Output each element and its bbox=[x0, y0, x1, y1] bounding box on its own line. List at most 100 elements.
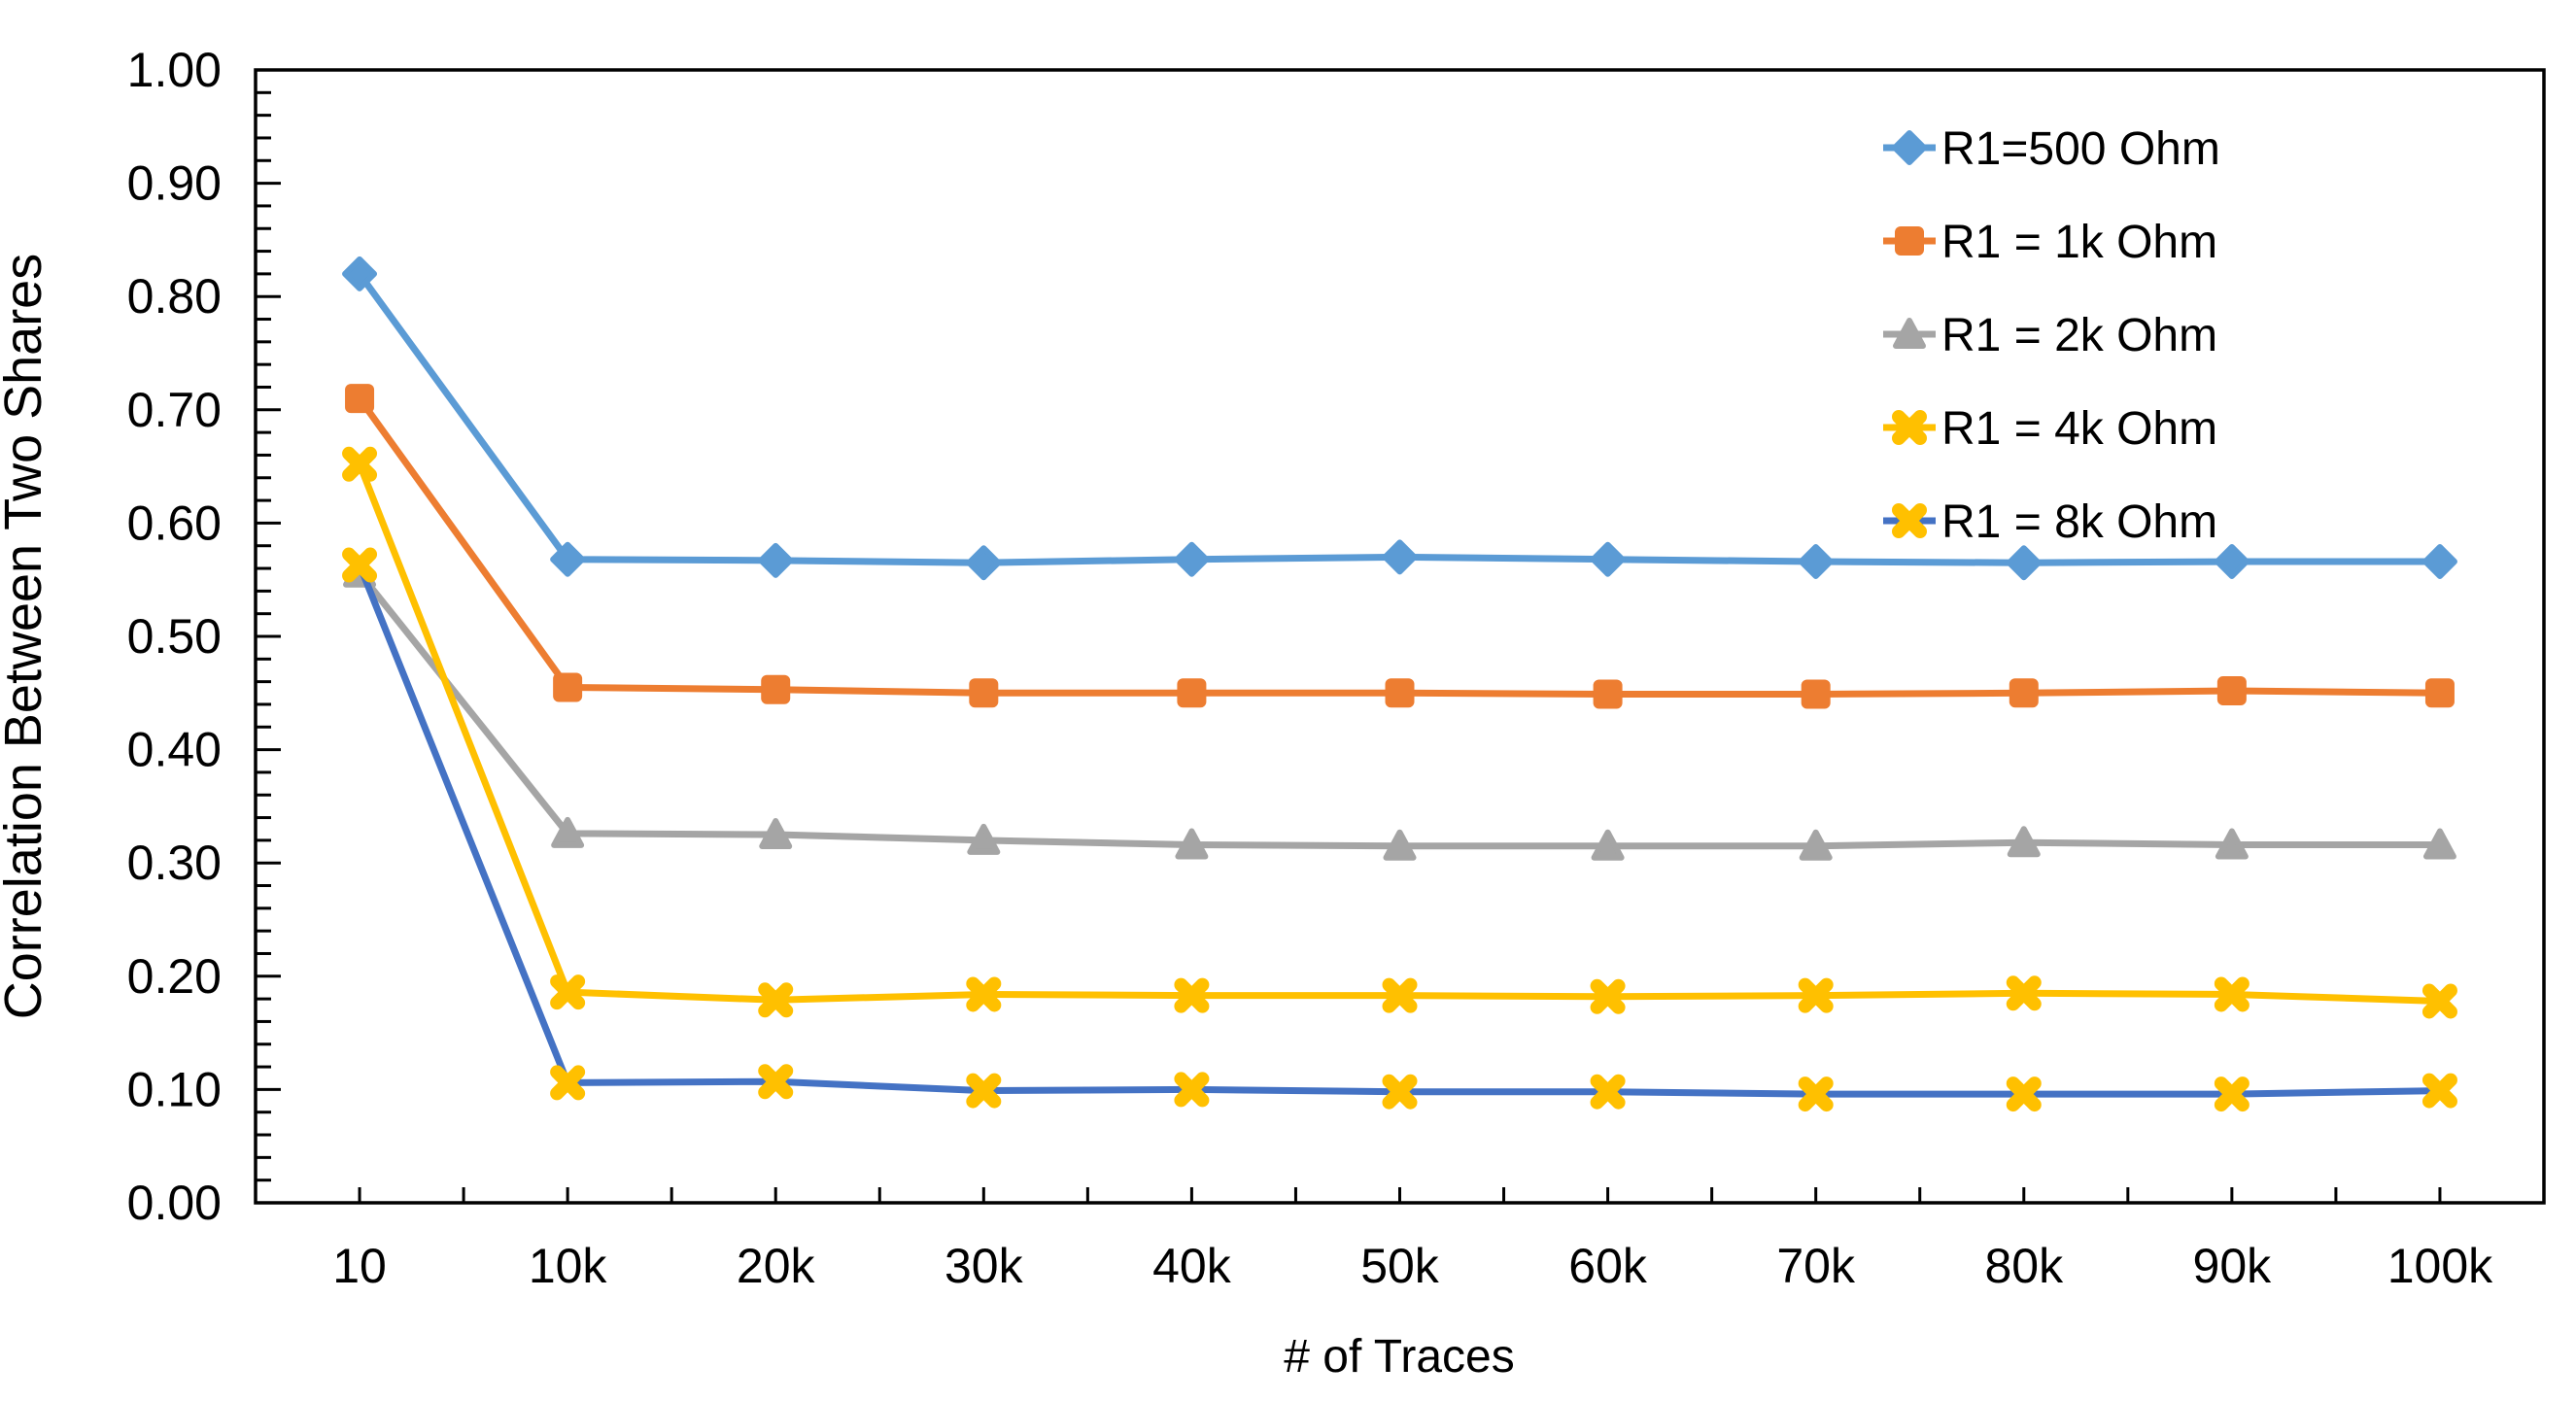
triangle-marker-shape bbox=[2422, 828, 2456, 860]
series-marker bbox=[2006, 1076, 2042, 1112]
legend-item: R1 = 1k Ohm bbox=[1883, 217, 2217, 268]
series-marker bbox=[2421, 1073, 2457, 1109]
series-marker bbox=[1590, 1074, 1626, 1110]
plot-area: 0.00 0.10 0.20 0.30 0.40 0.50 0.60 0.70 0.80 0.90… bbox=[127, 43, 2546, 1293]
x-marker-shape bbox=[1382, 1074, 1418, 1110]
x-marker-shape bbox=[1892, 410, 1927, 445]
x-marker-shape bbox=[342, 446, 378, 482]
triangle-marker-shape bbox=[1175, 828, 1209, 860]
y-tick-label: 0.60 bbox=[127, 495, 222, 550]
series-marker bbox=[551, 816, 585, 848]
y-tick-label: 0.00 bbox=[127, 1176, 222, 1230]
y-tick-label: 0.30 bbox=[127, 836, 222, 890]
series-marker bbox=[1174, 977, 1210, 1013]
legend-item: R1=500 Ohm bbox=[1883, 123, 2220, 175]
square-marker-shape bbox=[2216, 675, 2247, 705]
series-marker bbox=[967, 823, 1001, 855]
x-marker-shape bbox=[1590, 978, 1626, 1014]
series-marker bbox=[758, 1064, 794, 1100]
diamond-marker-shape bbox=[1174, 541, 1210, 577]
series-marker bbox=[2007, 826, 2041, 858]
x-marker-shape bbox=[2421, 983, 2457, 1019]
series-marker bbox=[1382, 977, 1418, 1013]
legend-label: R1 = 1k Ohm bbox=[1941, 217, 2217, 268]
legend-marker bbox=[1893, 318, 1926, 349]
triangle-marker-shape bbox=[759, 818, 793, 850]
diamond-marker-shape bbox=[550, 541, 586, 577]
x-marker-shape bbox=[2214, 976, 2250, 1012]
y-tick-label: 0.90 bbox=[127, 156, 222, 211]
series-marker bbox=[2216, 675, 2247, 705]
series-marker bbox=[2009, 678, 2039, 708]
square-marker-shape bbox=[969, 678, 999, 708]
series-marker bbox=[550, 974, 586, 1010]
series-marker bbox=[1590, 978, 1626, 1014]
diamond-marker-shape bbox=[2214, 544, 2250, 580]
x-tick-label: 90k bbox=[2193, 1239, 2273, 1293]
legend-marker bbox=[1895, 226, 1924, 256]
series-marker bbox=[969, 678, 999, 708]
series-marker bbox=[758, 982, 794, 1018]
x-marker-shape bbox=[1892, 503, 1927, 538]
series-marker bbox=[1385, 678, 1415, 708]
x-marker-shape bbox=[1798, 977, 1834, 1013]
square-marker-shape bbox=[345, 384, 375, 414]
y-tick-label: 0.10 bbox=[127, 1062, 222, 1116]
series-4 bbox=[342, 446, 2457, 1019]
triangle-marker-shape bbox=[2215, 828, 2249, 860]
x-tick-label: 80k bbox=[1984, 1239, 2064, 1293]
diamond-marker-shape bbox=[1892, 130, 1927, 165]
x-tick-label: 10 bbox=[332, 1239, 387, 1293]
triangle-marker-shape bbox=[967, 823, 1001, 855]
square-marker-shape bbox=[1801, 679, 1831, 709]
legend-item: R1 = 2k Ohm bbox=[1883, 310, 2217, 361]
series-marker bbox=[1177, 678, 1207, 708]
series-marker bbox=[2214, 976, 2250, 1012]
series-3 bbox=[343, 556, 2456, 861]
square-marker-shape bbox=[1177, 678, 1207, 708]
x-marker-shape bbox=[2006, 975, 2042, 1011]
square-marker-shape bbox=[1895, 226, 1924, 256]
series-marker bbox=[1382, 1074, 1418, 1110]
x-marker-shape bbox=[758, 1064, 794, 1100]
x-tick-label: 70k bbox=[1776, 1239, 1856, 1293]
legend-label: R1=500 Ohm bbox=[1941, 123, 2220, 175]
series-marker bbox=[1383, 829, 1417, 861]
series-marker bbox=[550, 1065, 586, 1101]
x-marker-shape bbox=[550, 974, 586, 1010]
diamond-marker-shape bbox=[2421, 544, 2457, 580]
x-marker-shape bbox=[2214, 1076, 2250, 1112]
legend: R1=500 Ohm R1 = 1k Ohm R1 = 2k Ohm R1 = 4k … bbox=[1883, 123, 2220, 548]
series-5 bbox=[342, 547, 2457, 1112]
y-tick-label: 0.50 bbox=[127, 609, 222, 664]
series-marker bbox=[2214, 1076, 2250, 1112]
x-tick-label: 40k bbox=[1152, 1239, 1232, 1293]
series-marker bbox=[342, 446, 378, 482]
x-marker-shape bbox=[2421, 1073, 2457, 1109]
series-marker bbox=[2424, 678, 2455, 708]
series-line bbox=[356, 569, 2444, 850]
series-marker bbox=[966, 545, 1002, 581]
series-marker bbox=[342, 256, 378, 291]
legend-marker bbox=[1892, 410, 1927, 445]
series-marker bbox=[1590, 541, 1626, 577]
series-marker bbox=[758, 542, 794, 578]
x-marker-shape bbox=[2006, 1076, 2042, 1112]
x-tick-label: 60k bbox=[1568, 1239, 1648, 1293]
series-marker bbox=[1798, 1076, 1834, 1112]
x-tick-label: 100k bbox=[2387, 1239, 2493, 1293]
triangle-marker-shape bbox=[1893, 318, 1926, 349]
y-tick-label: 0.70 bbox=[127, 383, 222, 437]
legend-item: R1 = 8k Ohm bbox=[1883, 496, 2217, 548]
x-marker-shape bbox=[1798, 1076, 1834, 1112]
diamond-marker-shape bbox=[342, 256, 378, 291]
square-marker-shape bbox=[553, 672, 583, 702]
series-marker bbox=[553, 672, 583, 702]
diamond-marker-shape bbox=[1798, 544, 1834, 580]
x-tick-label: 10k bbox=[529, 1239, 608, 1293]
diamond-marker-shape bbox=[758, 542, 794, 578]
y-tick-label: 0.80 bbox=[127, 269, 222, 324]
square-marker-shape bbox=[2009, 678, 2039, 708]
